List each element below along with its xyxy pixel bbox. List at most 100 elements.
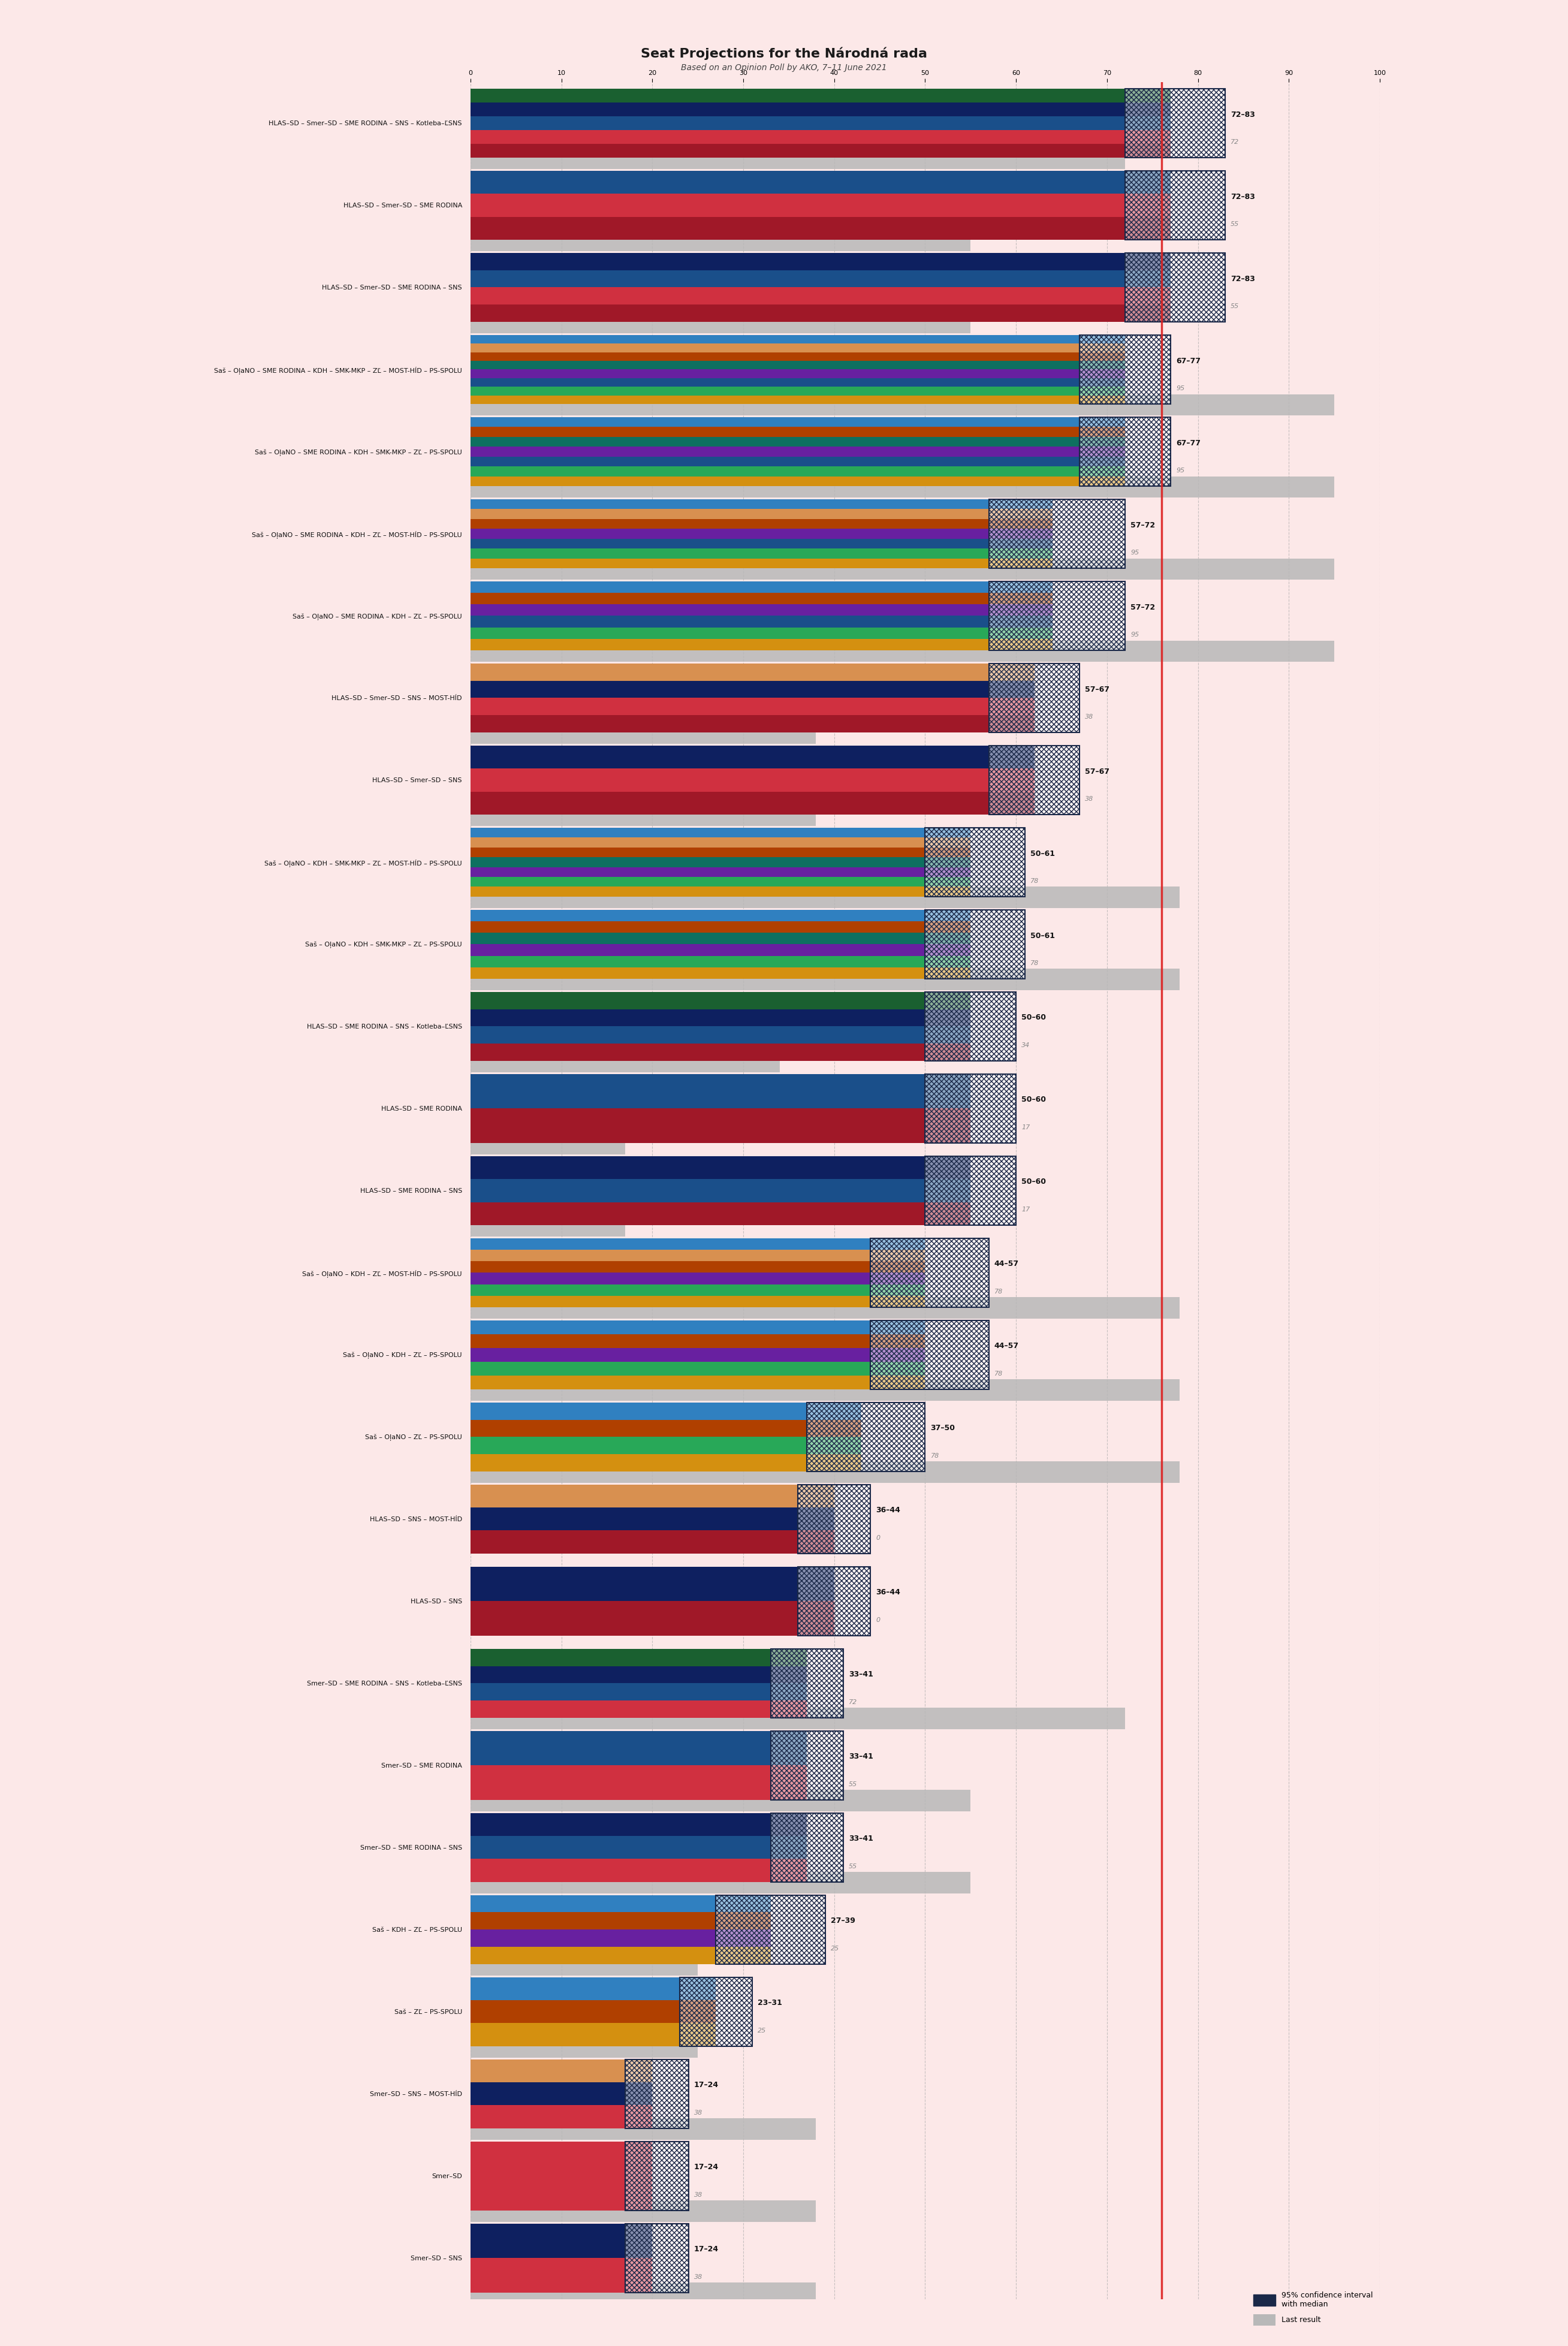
Bar <box>470 1157 971 1180</box>
Bar <box>470 769 1035 791</box>
Text: 55: 55 <box>848 1781 858 1788</box>
Bar <box>925 992 1016 1060</box>
Text: 36–44: 36–44 <box>877 1588 900 1595</box>
Bar <box>470 1912 770 1928</box>
Text: Based on an Opinion Poll by AKO, 7–11 June 2021: Based on an Opinion Poll by AKO, 7–11 Ju… <box>681 63 887 73</box>
Text: 0: 0 <box>877 1534 880 1541</box>
Bar <box>925 828 1025 896</box>
Bar <box>470 828 971 838</box>
Text: 72–83: 72–83 <box>1231 110 1256 117</box>
Bar <box>470 2201 815 2222</box>
Bar <box>470 992 971 1009</box>
Text: 17: 17 <box>1021 1206 1030 1213</box>
Bar <box>989 582 1126 650</box>
Text: 57–72: 57–72 <box>1131 603 1156 610</box>
Bar <box>470 1262 925 1272</box>
Bar <box>626 2060 688 2128</box>
Bar <box>470 1419 861 1436</box>
Bar <box>470 1954 698 1975</box>
Text: 72: 72 <box>848 1699 858 1706</box>
Bar <box>925 992 1016 1060</box>
Bar <box>470 343 1126 352</box>
Bar <box>798 1485 870 1553</box>
Bar <box>470 270 1171 289</box>
Bar <box>470 1530 834 1553</box>
Bar <box>470 969 1179 990</box>
Bar <box>470 549 1052 558</box>
Bar <box>470 1764 808 1799</box>
Bar <box>470 361 1126 368</box>
Text: 78: 78 <box>1030 960 1040 967</box>
Bar <box>770 1813 844 1881</box>
Bar <box>870 1239 989 1307</box>
Bar <box>770 1813 844 1881</box>
Bar <box>808 1403 925 1471</box>
Bar <box>470 89 1171 103</box>
Bar <box>989 664 1080 732</box>
Text: 33–41: 33–41 <box>848 1670 873 1677</box>
Bar <box>770 1649 844 1717</box>
Bar <box>470 117 1171 129</box>
Bar <box>470 396 1126 404</box>
Bar <box>470 476 1334 497</box>
Bar <box>470 312 971 333</box>
Bar <box>470 427 1126 436</box>
Bar <box>870 1321 989 1389</box>
Bar <box>470 605 1052 615</box>
Bar <box>470 286 1171 305</box>
Bar <box>626 2142 688 2210</box>
Bar <box>470 457 1126 467</box>
Bar <box>470 418 1126 427</box>
Bar <box>925 910 1025 978</box>
Bar <box>470 1215 626 1236</box>
Bar <box>770 1649 844 1717</box>
Bar <box>626 2060 688 2128</box>
Bar <box>470 934 971 943</box>
Bar <box>470 2022 717 2046</box>
Text: 38: 38 <box>695 2191 702 2198</box>
Text: 38: 38 <box>1085 713 1094 720</box>
Bar <box>470 558 1052 568</box>
Text: 36–44: 36–44 <box>877 1506 900 1513</box>
Text: 38: 38 <box>1085 795 1094 802</box>
Bar <box>870 1239 989 1307</box>
Bar <box>925 910 1025 978</box>
Bar <box>470 640 1334 662</box>
Bar <box>470 335 1126 343</box>
Bar <box>989 746 1080 814</box>
Bar <box>470 1978 717 2001</box>
Text: 72–83: 72–83 <box>1231 274 1256 282</box>
Bar <box>470 476 1126 486</box>
Legend: 95% confidence interval
with median, Last result: 95% confidence interval with median, Las… <box>1250 2287 1377 2330</box>
Bar <box>798 1567 870 1635</box>
Bar <box>470 1813 808 1837</box>
Bar <box>470 1701 808 1717</box>
Bar <box>470 1051 779 1072</box>
Text: 57–67: 57–67 <box>1085 685 1110 692</box>
Bar <box>470 594 1052 605</box>
Bar <box>1126 253 1225 321</box>
Bar <box>470 697 1035 716</box>
Text: 72–83: 72–83 <box>1231 192 1256 199</box>
Bar <box>470 1009 971 1025</box>
Bar <box>626 2224 688 2292</box>
Bar <box>1080 418 1171 486</box>
Bar <box>925 1074 1016 1143</box>
Bar <box>470 805 815 826</box>
Bar <box>470 922 971 934</box>
Bar <box>470 446 1126 457</box>
Bar <box>470 943 971 955</box>
Bar <box>470 352 1126 361</box>
Bar <box>1080 335 1171 404</box>
Bar <box>770 1649 844 1717</box>
Bar <box>626 2224 688 2292</box>
Bar <box>1126 89 1225 157</box>
Bar <box>470 195 1171 216</box>
Bar <box>470 2001 717 2022</box>
Text: 27–39: 27–39 <box>831 1917 855 1924</box>
Bar <box>470 103 1171 117</box>
Bar <box>470 877 971 887</box>
Text: 67–77: 67–77 <box>1176 439 1201 446</box>
Bar <box>798 1567 870 1635</box>
Text: 95: 95 <box>1176 467 1185 474</box>
